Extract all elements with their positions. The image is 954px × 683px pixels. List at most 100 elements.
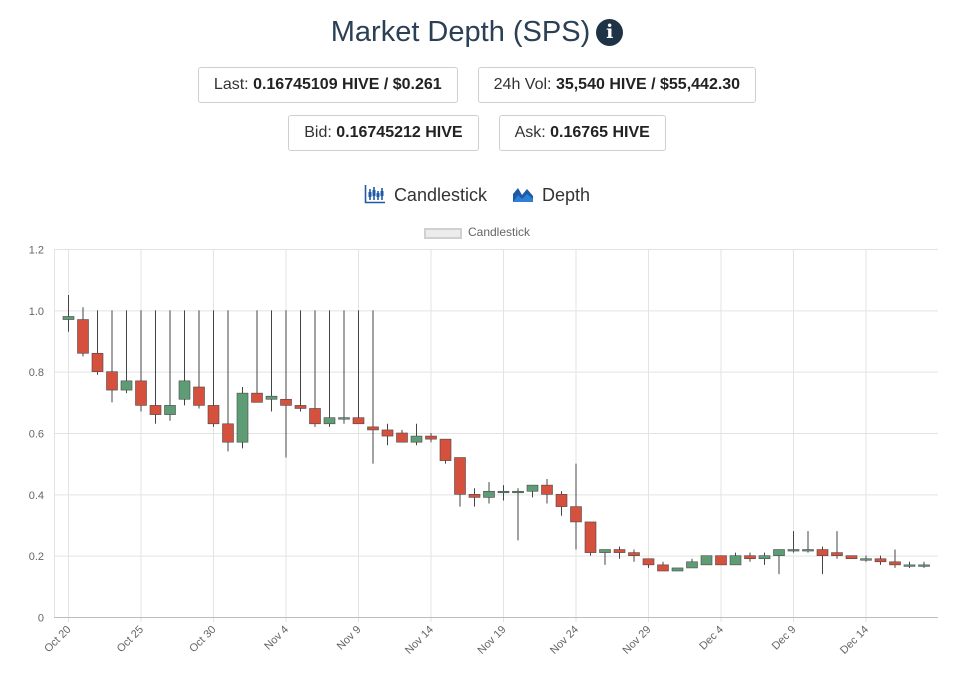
candle-body (193, 386, 205, 406)
candle-body (338, 417, 350, 420)
candle-body (541, 484, 553, 495)
x-tick-label: Nov 4 (262, 624, 291, 653)
chart-legend[interactable]: Candlestick (0, 225, 954, 239)
tab-candlestick[interactable]: Candlestick (364, 184, 487, 206)
area-chart-icon (513, 188, 533, 203)
candle-body (918, 564, 930, 567)
bid-label: Bid: (304, 124, 332, 141)
candle-body (454, 457, 466, 495)
ask-label: Ask: (514, 124, 546, 141)
y-tick-label: 0.8 (29, 367, 44, 379)
candle-body (700, 555, 713, 566)
candle-body (816, 549, 829, 556)
candle-body (236, 392, 249, 443)
candle-body (77, 319, 89, 354)
candle-body (526, 484, 539, 492)
volume-label: 24h Vol: (493, 76, 552, 93)
candle-body (294, 405, 307, 409)
x-tick-label: Dec 9 (770, 624, 799, 653)
candle-body (265, 395, 278, 400)
candle-body (628, 552, 640, 556)
candle-body (874, 558, 887, 563)
chart-tabs: Candlestick Depth (0, 184, 954, 206)
y-tick-label: 1.2 (29, 245, 44, 257)
candle-body (715, 555, 727, 566)
candle-body (555, 494, 568, 507)
candle-body (309, 408, 321, 425)
last-price-badge: Last: 0.16745109 HIVE / $0.261 (197, 67, 458, 103)
volume-badge: 24h Vol: 35,540 HIVE / $55,442.30 (477, 67, 757, 103)
last-value: 0.16745109 HIVE / $0.261 (253, 76, 442, 93)
candle-body (410, 435, 423, 443)
candle-body (584, 521, 597, 553)
y-tick-label: 1.0 (29, 306, 44, 318)
x-tick-label: Nov 9 (335, 624, 364, 653)
candle-body (686, 561, 698, 569)
candle-body (62, 316, 75, 320)
page-title: Market Depth (SPS) i (0, 12, 954, 52)
candle-body (497, 490, 510, 494)
legend-swatch (423, 228, 462, 239)
candle-body (758, 555, 771, 560)
candle-body (483, 490, 495, 498)
x-tick-label: Dec 4 (697, 624, 726, 653)
candle-body (642, 558, 655, 566)
tab-depth-label: Depth (542, 185, 591, 206)
ask-badge: Ask: 0.16765 HIVE (498, 115, 666, 151)
candle-body (613, 549, 626, 553)
candle-body (787, 549, 800, 552)
candle-body (744, 555, 756, 560)
candle-body (439, 438, 452, 461)
tab-candlestick-label: Candlestick (393, 185, 487, 206)
candle-body (831, 552, 843, 556)
y-tick-label: 0.6 (29, 429, 44, 441)
x-tick-label: Oct 25 (115, 624, 146, 655)
candle-body (91, 352, 104, 372)
x-tick-label: Nov 24 (548, 624, 581, 657)
candle-body (352, 417, 365, 425)
candle-body (251, 392, 263, 403)
candle-body (570, 506, 582, 523)
candle-body (599, 549, 611, 553)
ask-value: 0.16765 HIVE (550, 124, 650, 141)
x-tick-label: Oct 30 (187, 624, 218, 655)
y-tick-label: 0 (38, 613, 44, 625)
candlestick-chart-icon (364, 185, 385, 204)
candle-body (657, 564, 669, 572)
candle-body (222, 423, 234, 443)
x-tick-label: Nov 29 (620, 624, 653, 657)
candle-body (280, 398, 292, 406)
candle-body (425, 435, 437, 440)
candle-body (773, 549, 785, 556)
candle-body (367, 426, 379, 431)
market-stats: Last: 0.16745109 HIVE / $0.261 24h Vol: … (0, 67, 954, 151)
last-label: Last: (213, 76, 249, 93)
legend-label: Candlestick (467, 225, 531, 239)
candle-body (149, 405, 162, 415)
x-tick-label: Nov 19 (475, 624, 508, 657)
x-tick-label: Nov 14 (403, 624, 436, 657)
candle-body (802, 549, 814, 552)
tab-depth[interactable]: Depth (512, 184, 590, 206)
candle-body (135, 380, 147, 406)
candle-body (845, 555, 858, 560)
candle-body (381, 429, 394, 437)
candle-body (106, 371, 118, 391)
candle-body (396, 432, 408, 443)
candle-body (323, 417, 336, 425)
volume-value: 35,540 HIVE / $55,442.30 (555, 76, 741, 93)
y-tick-label: 0.4 (29, 490, 44, 502)
info-circle-icon[interactable]: i (596, 19, 624, 46)
y-tick-label: 0.2 (29, 551, 44, 563)
bid-badge: Bid: 0.16745212 HIVE (288, 115, 479, 151)
candle-body (889, 561, 901, 566)
candle-body (178, 380, 191, 400)
candle-body (671, 567, 684, 572)
candle-body (903, 564, 916, 567)
candle-body (164, 405, 176, 415)
candle-body (860, 558, 872, 561)
x-tick-label: Oct 20 (42, 624, 73, 655)
x-tick-label: Dec 14 (838, 624, 871, 657)
candle-body (120, 380, 133, 391)
